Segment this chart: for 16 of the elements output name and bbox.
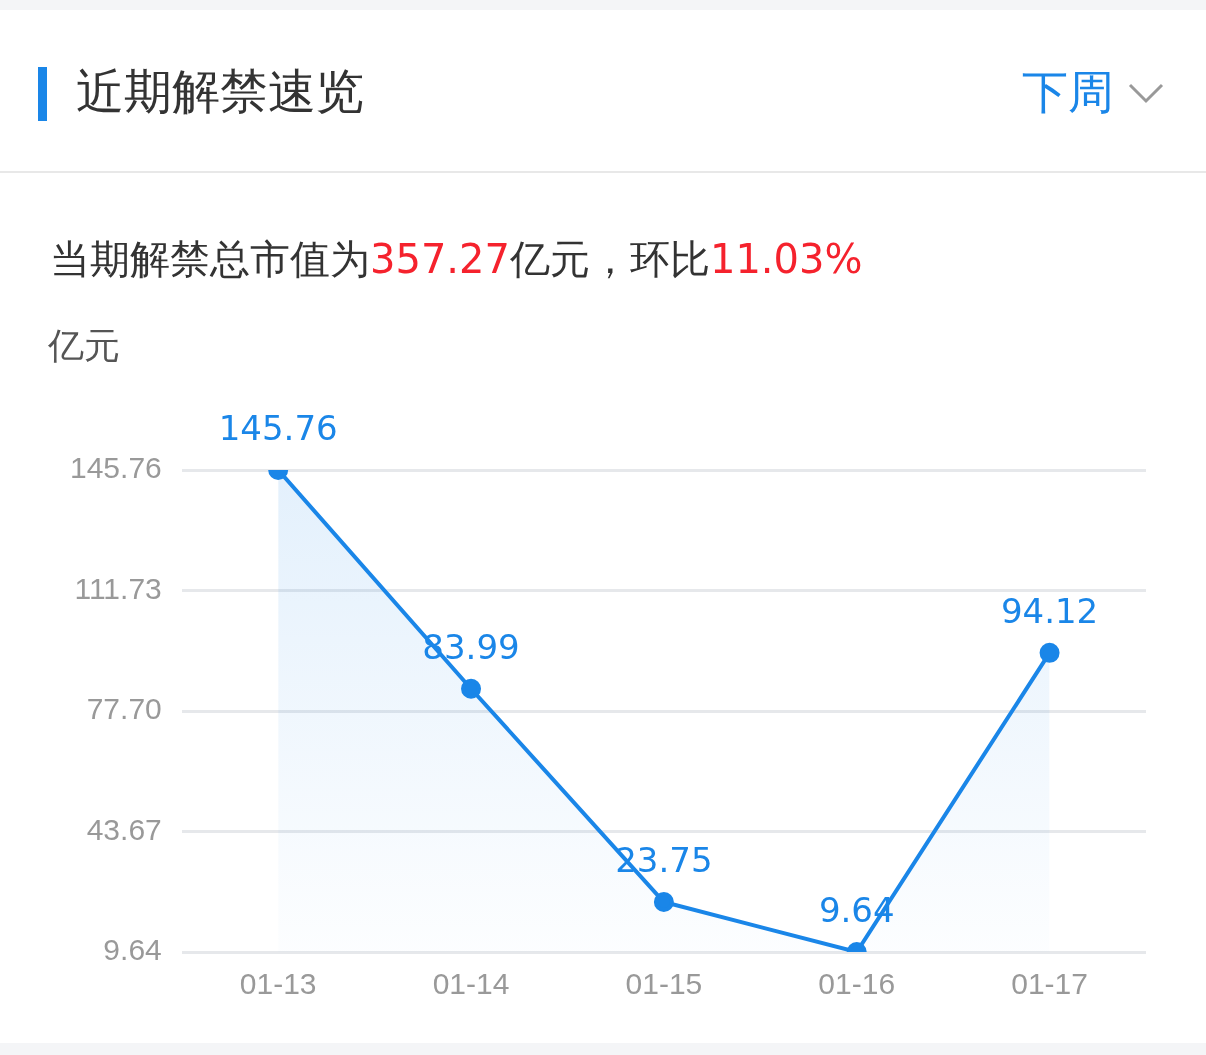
text: 下周 xyxy=(1022,64,1114,121)
y-tick-label: 43.67 xyxy=(86,812,162,846)
y-axis-title: 亿元 xyxy=(48,324,120,368)
data-label: 145.76 xyxy=(218,407,338,448)
chart-subtitle: 当期解禁总市值为357.27亿元，环比11.03% xyxy=(50,235,863,284)
chart-title: 近期解禁速览 xyxy=(76,62,364,121)
y-tick-label: 145.76 xyxy=(69,451,162,485)
x-tick-label: 01-15 xyxy=(625,967,703,1001)
x-tick-label: 01-14 xyxy=(432,967,510,1001)
x-tick-label: 01-17 xyxy=(1011,967,1088,1001)
y-tick-label: 77.70 xyxy=(86,692,162,726)
y-tick-label: 9.64 xyxy=(103,933,162,967)
x-tick-label: 01-16 xyxy=(818,967,896,1001)
data-label: 94.12 xyxy=(1000,590,1099,631)
x-tick-label: 01-13 xyxy=(239,967,317,1001)
y-tick-label: 111.73 xyxy=(74,571,162,605)
